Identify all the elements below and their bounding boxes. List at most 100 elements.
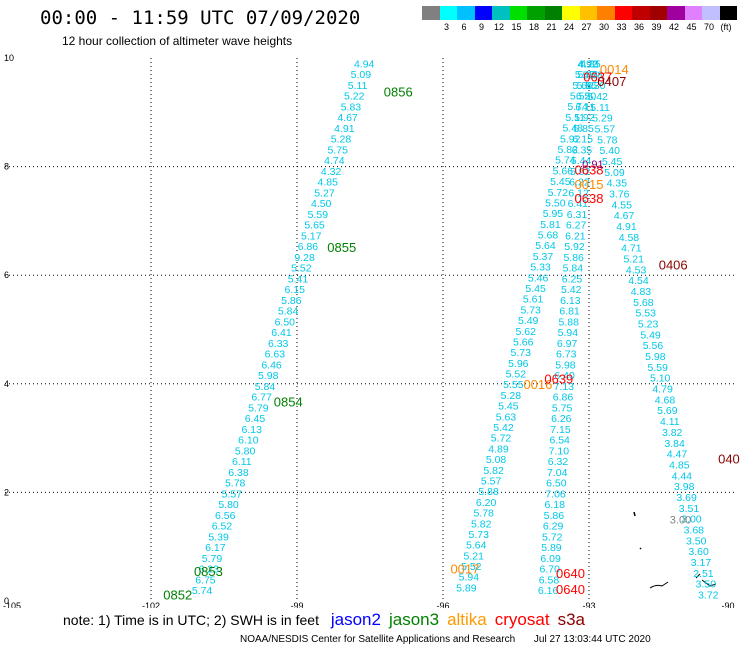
time-label: 0406 <box>659 257 688 272</box>
wave-height-value: 5.39 <box>208 531 229 543</box>
wave-height-value: 4.71 <box>621 243 642 255</box>
time-label: 0016 <box>523 377 552 392</box>
x-tick-label: -93 <box>582 601 595 608</box>
wave-height-value: 5.45 <box>550 176 571 188</box>
wave-height-value: 4.50 <box>311 198 332 210</box>
colorbar-tick-label: 27 <box>581 22 592 32</box>
wave-height-value: 5.11 <box>565 112 585 124</box>
wave-height-value: 4.91 <box>334 123 355 135</box>
wave-height-value: 6.41 <box>568 198 589 210</box>
wave-height-value: 7.15 <box>550 424 571 436</box>
wave-height-value: 5.23 <box>638 319 659 331</box>
wave-height-value: 5.52 <box>461 561 482 573</box>
time-label: 0854 <box>274 395 303 410</box>
wave-height-value: 5.85 <box>577 80 598 92</box>
colorbar-swatch <box>579 6 597 20</box>
colorbar-tick-label: 9 <box>478 22 485 32</box>
wave-height-value: 6.40 <box>554 370 575 382</box>
wave-height-value: 5.40 <box>599 145 620 157</box>
wave-height-value: 3.60 <box>688 546 709 558</box>
wave-height-value: 5.85 <box>573 123 594 135</box>
wave-height-value: 5.61 <box>523 294 544 306</box>
wave-height-value: 5.09 <box>604 167 625 179</box>
time-label: 0640 <box>556 566 585 581</box>
wave-height-value: 3.84 <box>664 438 685 450</box>
y-tick-label: 4 <box>4 379 9 389</box>
wave-height-value: 5.11 <box>348 80 368 92</box>
wave-height-value: 5.80 <box>218 499 239 511</box>
wave-height-value: 6.16 <box>538 585 559 597</box>
wave-height-value: 6.81 <box>559 306 580 318</box>
time-label: 0638 <box>575 162 604 177</box>
wave-height-value: 6.86 <box>298 241 319 253</box>
wave-height-value: 5.72 <box>548 187 569 199</box>
wave-height-value: 3.76 <box>609 188 630 200</box>
axis-tick-labels: -105 -102 -99 -96 -93 -90 0 2 4 6 8 10 <box>3 53 735 608</box>
wave-height-value: 5.73 <box>511 347 532 359</box>
wave-height-value: 4.92 <box>577 58 598 70</box>
wave-height-colorbar <box>422 6 737 20</box>
wave-height-value: 4.11 <box>660 416 680 428</box>
wave-height-value: 5.50 <box>545 197 566 209</box>
wave-height-value: 5.43 <box>577 69 598 81</box>
wave-height-value: 5.21 <box>624 254 645 266</box>
wave-height-value: 5.65 <box>304 220 325 232</box>
wave-height-value: 4.44 <box>672 470 693 482</box>
wave-height-value: 5.81 <box>540 219 561 231</box>
wave-height-value: 5.80 <box>235 445 256 457</box>
wave-height-value: 6.77 <box>251 392 272 404</box>
wave-height-value: 5.84 <box>278 306 299 318</box>
time-label: 0852 <box>163 587 192 602</box>
wave-height-value: 5.78 <box>225 478 246 490</box>
colorbar-swatch <box>667 6 685 20</box>
wave-height-value: 6.17 <box>205 542 226 554</box>
wave-height-value: 4.79 <box>652 384 673 396</box>
wave-height-value: 5.55 <box>503 379 524 391</box>
colorbar-tick-label: 33 <box>616 22 627 32</box>
colorbar-swatch <box>649 6 667 20</box>
legend-satellite-jason2: jason2 <box>330 610 381 629</box>
wave-height-value: 5.95 <box>543 208 564 220</box>
legend-satellite-altika: altika <box>447 610 487 629</box>
wave-height-value: 5.89 <box>456 582 477 594</box>
colorbar-tick-label: 36 <box>633 22 645 32</box>
wave-height-value: 6.26 <box>551 413 572 425</box>
wave-height-value: 5.49 <box>518 315 539 327</box>
wave-height-value: 5.45 <box>498 401 519 413</box>
wave-height-value: 6.31 <box>567 209 588 221</box>
wave-height-value: 6.46 <box>261 359 282 371</box>
wave-height-value: 5.52 <box>291 263 312 275</box>
wave-height-value: 4.83 <box>631 286 652 298</box>
wave-height-value: 6.23 <box>198 564 219 576</box>
colorbar-swatch <box>544 6 562 20</box>
wave-height-value: 5.72 <box>491 433 512 445</box>
wave-height-value: 2.51 <box>693 568 714 580</box>
footer-credit: NOAA/NESDIS Center for Satellite Applica… <box>240 634 516 645</box>
wave-height-value: 5.98 <box>645 351 666 363</box>
wave-height-value: 5.42 <box>493 422 514 434</box>
colorbar-swatch <box>632 6 650 20</box>
wave-height-value: 6.22 <box>569 177 590 189</box>
wave-height-value: 6.56 <box>215 510 236 522</box>
wave-height-value: 5.57 <box>222 488 243 500</box>
y-tick-label: 6 <box>4 270 9 280</box>
wave-height-value: 5.29 <box>592 113 613 125</box>
colorbar-tick-label: 21 <box>546 22 557 32</box>
colorbar-tick-label: 15 <box>511 22 522 32</box>
wave-height-value: 5.98 <box>555 359 576 371</box>
wave-height-value: 5.79 <box>248 402 269 414</box>
map-title: 00:00 - 11:59 UTC 07/09/2020 <box>40 7 361 29</box>
wave-height-value: 5.56 <box>643 340 664 352</box>
wave-height-value: 6.09 <box>540 553 561 565</box>
wave-height-value: 5.68 <box>633 297 654 309</box>
wave-height-value: 6.54 <box>549 435 570 447</box>
legend-note: note: 1) Time is in UTC; 2) SWH is in fe… <box>63 612 319 628</box>
wave-height-value: 5.28 <box>501 390 522 402</box>
wave-height-value: 6.35 <box>572 144 593 156</box>
wave-height-value: 3.00 <box>681 514 702 526</box>
wave-height-value: 6.86 <box>553 392 574 404</box>
x-tick-label: -102 <box>142 601 160 608</box>
colorbar-swatch <box>492 6 510 20</box>
